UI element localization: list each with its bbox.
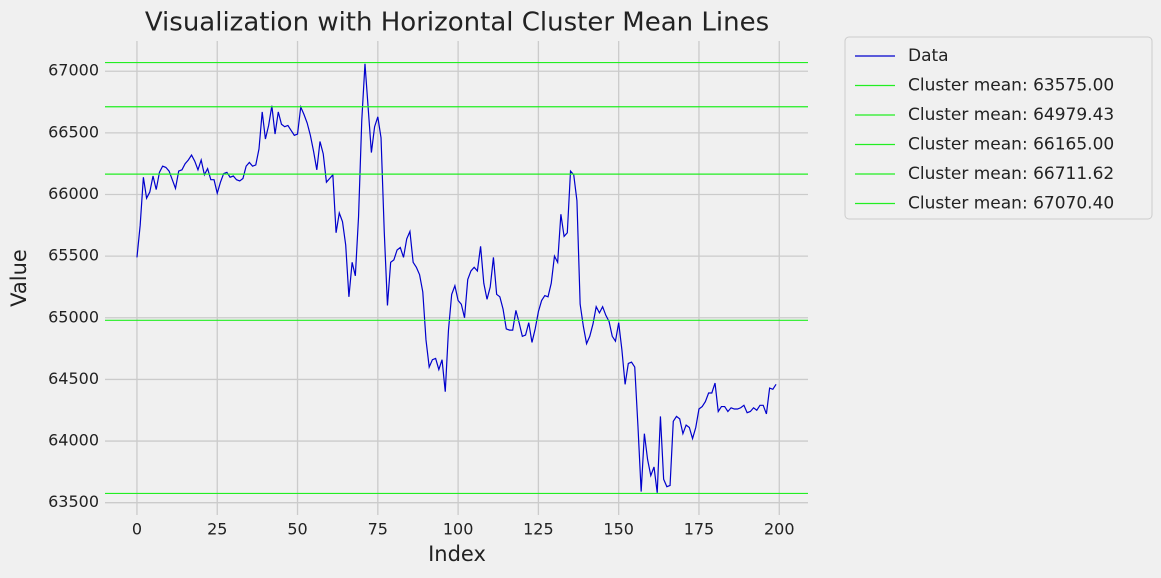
x-tick-label: 100 [443,520,474,539]
x-tick-label: 200 [764,520,795,539]
x-tick-label: 75 [368,520,388,539]
x-tick-label: 50 [287,520,307,539]
legend-label: Cluster mean: 63575.00 [908,76,1114,96]
y-tick-label: 67000 [48,61,99,80]
y-tick-label: 66000 [48,184,99,203]
x-tick-label: 150 [603,520,634,539]
legend-label: Data [908,46,949,66]
chart-title: Visualization with Horizontal Cluster Me… [145,8,769,38]
y-tick-label: 64000 [48,431,99,450]
y-tick-label: 65000 [48,307,99,326]
y-tick-label: 64500 [48,369,99,388]
y-tick-label: 66500 [48,122,99,141]
legend-label: Cluster mean: 67070.40 [908,194,1114,214]
x-tick-label: 0 [132,520,142,539]
y-axis-label: Value [7,249,31,307]
x-axis-label: Index [428,542,486,566]
legend-box [844,36,1153,220]
legend-label: Cluster mean: 66165.00 [908,135,1114,155]
legend-label: Cluster mean: 66711.62 [908,164,1114,184]
data-line [136,63,777,493]
legend-label: Cluster mean: 64979.43 [908,105,1114,125]
y-tick-label: 65500 [48,246,99,265]
x-tick-label: 175 [684,520,715,539]
y-tick-label: 63500 [48,492,99,511]
x-tick-label: 25 [207,520,227,539]
x-tick-label: 125 [523,520,554,539]
